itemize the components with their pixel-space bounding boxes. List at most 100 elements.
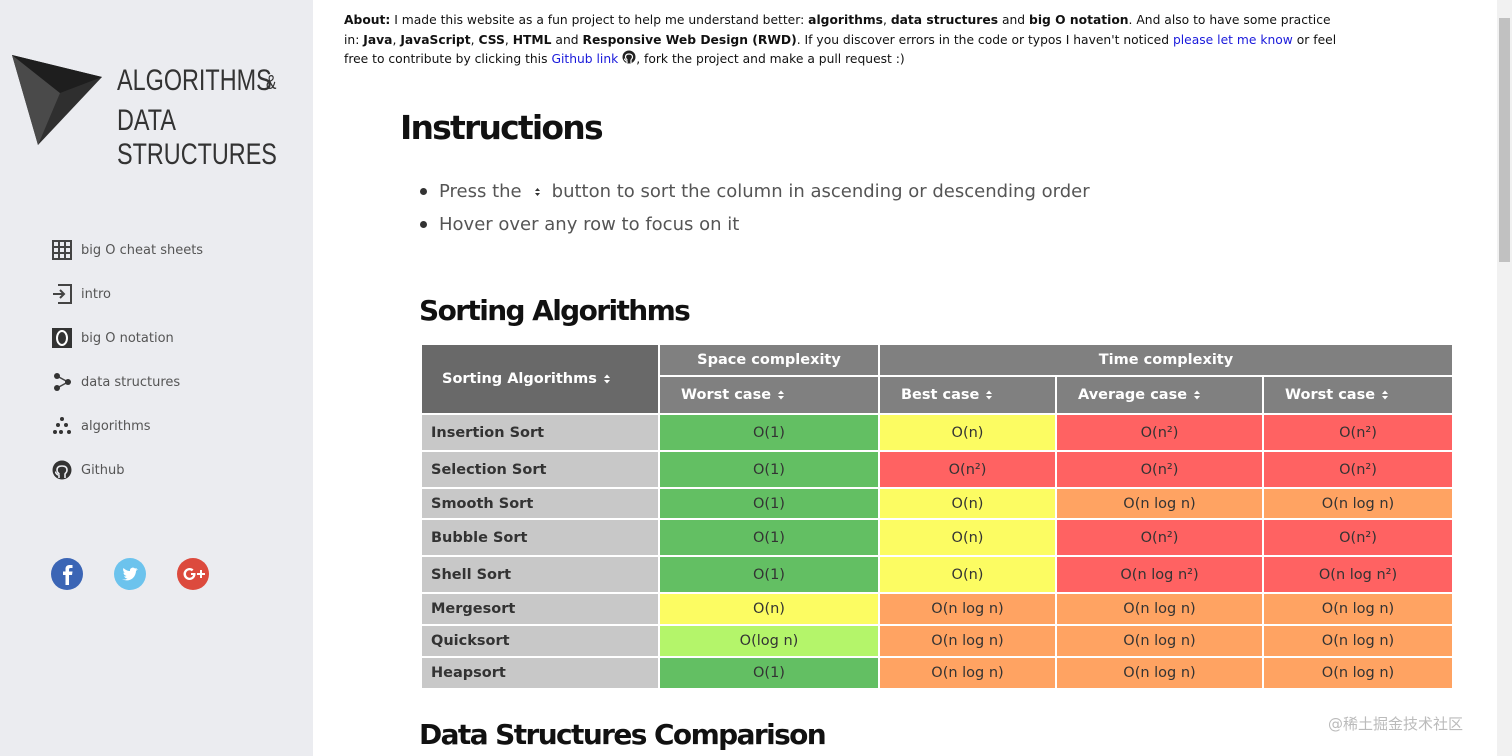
about: About: I made this website as a fun proj… <box>344 11 1344 70</box>
text: and <box>1001 13 1026 27</box>
scrollbar-thumb[interactable] <box>1499 18 1510 262</box>
complexity-cell: O(n) <box>878 487 1057 520</box>
icon <box>53 284 72 304</box>
icon <box>53 417 71 434</box>
complexity-cell: O(n) <box>878 518 1057 557</box>
heading: Instructions <box>400 108 604 147</box>
header-label: Worst case <box>1285 387 1376 403</box>
twitter-icon[interactable] <box>114 558 146 590</box>
bold-text: data structures <box>890 13 999 27</box>
text: , <box>882 13 887 27</box>
sort-icon <box>534 187 540 196</box>
table-row[interactable]: Smooth Sort O(1) O(n) O(n log n) O(n log n) <box>420 487 1454 520</box>
text: button to sort the column in ascending o… <box>551 181 1090 202</box>
sort-button[interactable] <box>985 389 993 401</box>
nav-label: algorithms <box>81 418 151 434</box>
complexity-cell: O(n²) <box>1262 413 1454 452</box>
complexity-cell: O(n log n) <box>1055 592 1264 626</box>
sort-button[interactable] <box>1193 389 1201 401</box>
complexity-cell: O(n log n) <box>1055 656 1264 690</box>
complexity-cell: O(n log n) <box>878 592 1057 626</box>
table-row[interactable]: Shell Sort O(1) O(n) O(n log n²) O(n log n²) <box>420 555 1454 594</box>
bold-text: algorithms <box>808 13 883 27</box>
sort-button[interactable] <box>1381 389 1389 401</box>
table-row[interactable]: Insertion Sort O(1) O(n) O(n²) O(n²) <box>420 413 1454 452</box>
table-row[interactable]: Heapsort O(1) O(n log n) O(n log n) O(n log … <box>420 656 1454 690</box>
complexity-cell: O(n) <box>878 413 1057 452</box>
complexity-cell: O(1) <box>658 555 880 594</box>
google-plus-icon[interactable] <box>177 558 209 590</box>
table-row[interactable]: Bubble Sort O(1) O(n) O(n²) O(n²) <box>420 518 1454 557</box>
nav-item[interactable]: big O notation <box>52 316 203 360</box>
algorithm-name: Smooth Sort <box>420 487 660 520</box>
text: , fork the project and make a pull reque… <box>636 52 905 66</box>
facebook-icon[interactable] <box>51 558 83 590</box>
text: and <box>555 32 579 47</box>
table-row[interactable]: Mergesort O(n) O(n log n) O(n log n) O(n log… <box>420 592 1454 626</box>
nav-item[interactable]: algorithms <box>52 404 203 448</box>
table-row[interactable]: Quicksort O(log n) O(n log n) O(n log n) O(n… <box>420 624 1454 658</box>
complexity-cell: O(1) <box>658 487 880 520</box>
nav-item[interactable]: big O cheat sheets <box>52 228 203 272</box>
link[interactable]: please let me know <box>1172 32 1293 47</box>
bold-text: CSS <box>478 32 505 47</box>
bold-text: HTML <box>512 32 552 47</box>
nav-label: Github <box>81 462 125 478</box>
complexity-cell: O(1) <box>658 450 880 489</box>
watermark: @稀土掘金技术社区 <box>1328 715 1464 733</box>
text: I made this website as a fun project to … <box>394 13 805 27</box>
nav-item[interactable]: intro <box>52 272 203 316</box>
github-icon[interactable] <box>622 50 636 64</box>
header-cell: Best case <box>878 375 1057 415</box>
bold-text: Responsive Web Design (RWD) <box>582 32 797 47</box>
complexity-cell: O(n log n) <box>1055 487 1264 520</box>
logo-line: DATA STRUCTURES <box>117 104 277 171</box>
header-cell: Worst case <box>1262 375 1454 415</box>
complexity-cell: O(n²) <box>1262 518 1454 557</box>
complexity-cell: O(n log n) <box>878 624 1057 658</box>
complexity-cell: O(n) <box>658 592 880 626</box>
bold-text: JavaScript <box>400 32 471 47</box>
link[interactable]: Github link <box>551 52 619 66</box>
header-cell: Time complexity <box>878 343 1454 377</box>
complexity-cell: O(n log n) <box>1262 487 1454 520</box>
text: , <box>504 32 509 47</box>
logo-icon <box>12 55 102 145</box>
table-row[interactable]: Selection Sort O(1) O(n²) O(n²) O(n²) <box>420 450 1454 489</box>
algorithm-name: Shell Sort <box>420 555 660 594</box>
text: or feel free to contribute by clicking t… <box>344 32 1337 67</box>
header-label: Worst case <box>681 387 772 403</box>
heading: Data Structures Comparison <box>419 718 827 751</box>
sort-button[interactable] <box>603 373 611 385</box>
complexity-cell: O(n²) <box>1055 518 1264 557</box>
text: , <box>392 32 397 47</box>
sidebar: ALGORITHMS & DATA STRUCTURES big O cheat… <box>0 0 313 756</box>
complexity-cell: O(1) <box>658 656 880 690</box>
nav-item[interactable]: Github <box>52 448 203 492</box>
complexity-cell: O(log n) <box>658 624 880 658</box>
complexity-cell: O(n²) <box>1055 413 1264 452</box>
nav-label: data structures <box>81 374 181 390</box>
complexity-cell: O(n log n) <box>878 656 1057 690</box>
header-row: Worst case Best case Average case Worst cas… <box>421 375 1454 415</box>
nav-item[interactable]: data structures <box>52 360 203 404</box>
instruction-list: Press the button to sort the column in as… <box>420 175 1090 241</box>
text: . If you discover errors in the code or … <box>796 32 1170 47</box>
icon <box>52 328 72 348</box>
sort-button[interactable] <box>777 389 785 401</box>
algorithm-name: Insertion Sort <box>420 413 660 452</box>
icon <box>54 373 71 391</box>
complexity-cell: O(n²) <box>1262 450 1454 489</box>
algorithm-name: Bubble Sort <box>420 518 660 557</box>
complexity-cell: O(n log n) <box>1262 656 1454 690</box>
complexity-cell: O(n) <box>878 555 1057 594</box>
sorting-table: Sorting Algorithms Space complexity Time c… <box>420 343 1454 690</box>
bold-text: About: <box>344 13 391 27</box>
bold-text: big O notation <box>1029 13 1129 27</box>
complexity-cell: O(n log n) <box>1262 624 1454 658</box>
header-label: Sorting Algorithms <box>442 371 597 387</box>
header-label: Best case <box>901 387 980 403</box>
bold-text: Java <box>363 32 393 47</box>
